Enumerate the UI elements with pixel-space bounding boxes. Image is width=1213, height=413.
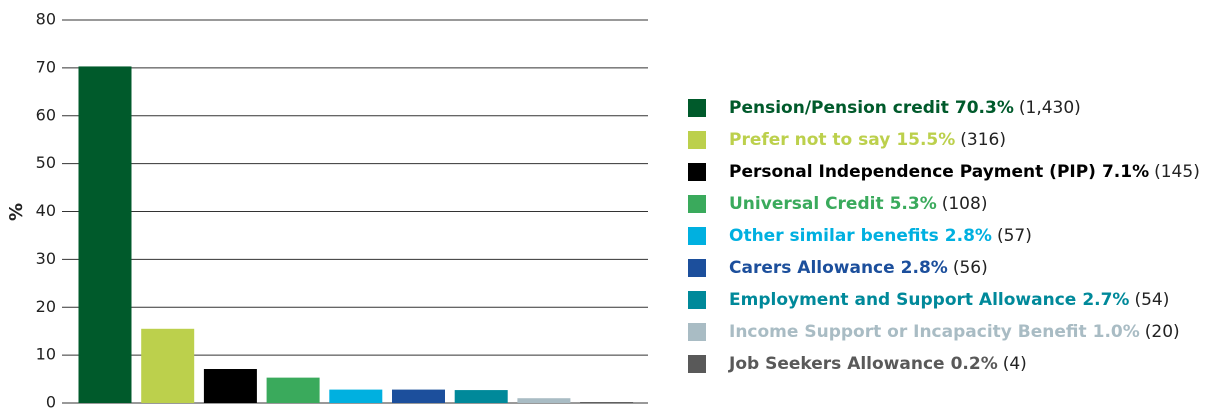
legend-value: 5.3% (890, 194, 937, 214)
legend-value: 15.5% (896, 130, 955, 150)
legend-name: Prefer not to say (729, 130, 890, 150)
legend-count: (54) (1134, 290, 1169, 310)
y-tick-label: 60 (36, 105, 56, 124)
bar (141, 328, 195, 403)
legend-name: Other similar benefits (729, 226, 939, 246)
legend-name: Income Support or Incapacity Benefit (729, 322, 1087, 342)
legend-count: (57) (997, 226, 1032, 246)
legend-swatch (688, 163, 706, 181)
legend-swatch (688, 259, 706, 277)
legend-name: Universal Credit (729, 194, 884, 214)
legend-value: 0.2% (951, 354, 998, 374)
y-tick-label: 50 (36, 153, 56, 172)
legend-swatch (688, 291, 706, 309)
legend-value: 70.3% (955, 98, 1014, 118)
legend-count: (20) (1145, 322, 1180, 342)
bar (580, 402, 634, 403)
legend-name: Carers Allowance (729, 258, 895, 278)
legend-count: (316) (960, 130, 1006, 150)
y-tick-label: 70 (36, 57, 56, 76)
legend-entry: Pension/Pension credit 70.3% (1,430) (729, 98, 1081, 118)
legend-entry: Income Support or Incapacity Benefit 1.0%… (729, 322, 1180, 342)
legend-entry: Carers Allowance 2.8% (56) (729, 258, 988, 278)
legend-value: 2.7% (1082, 290, 1129, 310)
legend-entry: Prefer not to say 15.5% (316) (729, 130, 1006, 150)
legend-value: 7.1% (1102, 162, 1149, 182)
y-tick-label: 40 (36, 201, 56, 220)
legend-value: 2.8% (945, 226, 992, 246)
y-tick-label: 10 (36, 345, 56, 364)
legend-swatch (688, 323, 706, 341)
legend-entry: Other similar benefits 2.8% (57) (729, 226, 1032, 246)
legend-name: Pension/Pension credit (729, 98, 949, 118)
legend-count: (108) (942, 194, 988, 214)
legend-value: 2.8% (901, 258, 948, 278)
y-tick-label: 20 (36, 297, 56, 316)
legend-count: (1,430) (1019, 98, 1081, 118)
legend-entry: Employment and Support Allowance 2.7% (54) (729, 290, 1169, 310)
bar (203, 369, 257, 403)
legend-count: (4) (1003, 354, 1027, 374)
legend-swatch (688, 355, 706, 373)
bar (78, 66, 132, 403)
bar (392, 389, 445, 403)
legend-entry: Job Seekers Allowance 0.2% (4) (728, 354, 1027, 374)
legend-swatch (688, 227, 706, 245)
bar (517, 398, 571, 403)
y-tick-label: 80 (36, 10, 56, 29)
y-axis-label: % (6, 203, 27, 221)
legend-name: Employment and Support Allowance (729, 290, 1076, 310)
legend-value: 1.0% (1093, 322, 1140, 342)
bar (266, 377, 320, 403)
legend-swatch (688, 99, 706, 117)
legend-name: Personal Independence Payment (PIP) (729, 162, 1096, 182)
legend-swatch (688, 131, 706, 149)
y-tick-label: 0 (46, 393, 56, 410)
legend-count: (56) (953, 258, 988, 278)
legend-swatch (688, 195, 706, 213)
legend-entry: Personal Independence Payment (PIP) 7.1%(… (729, 162, 1200, 182)
legend-name: Job Seekers Allowance (728, 354, 945, 374)
legend-count: (145) (1154, 162, 1200, 182)
legend-entry: Universal Credit 5.3% (108) (729, 194, 987, 214)
bar (329, 389, 383, 403)
bar (454, 390, 508, 403)
y-tick-label: 30 (36, 249, 56, 268)
